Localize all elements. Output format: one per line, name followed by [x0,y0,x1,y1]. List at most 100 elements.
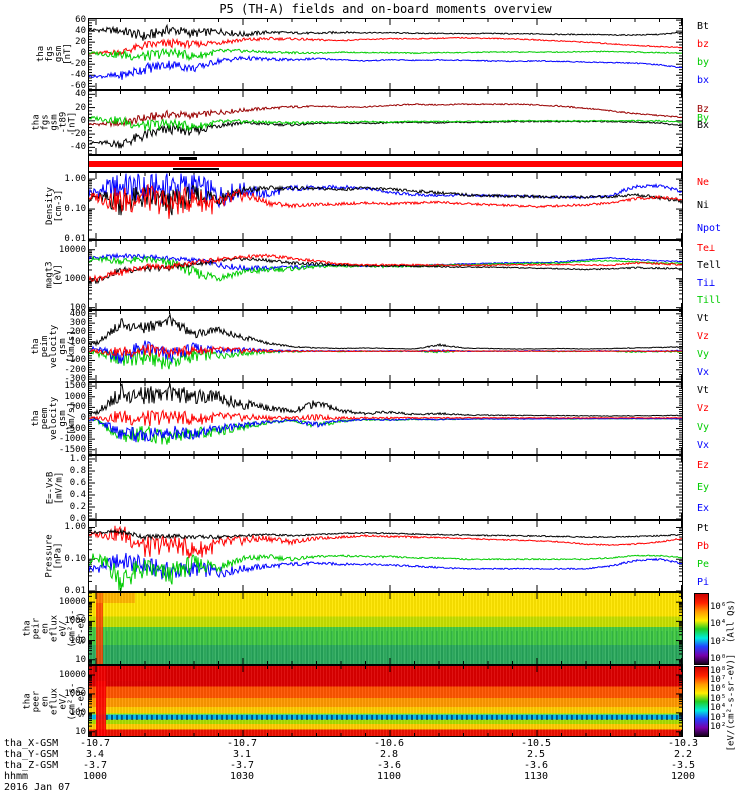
y-tick-label: 1.00 [64,174,86,185]
axis-row-value: 3.1 [232,749,252,760]
axis-row-value: -10.6 [373,738,405,749]
legend-Ne: Ne [697,177,710,189]
legend-bx: bx [697,75,710,86]
axis-row-value: 3.4 [85,749,105,760]
y-tick-label: 500 [69,402,86,413]
y-tick-label: -40 [69,142,86,153]
panel-peim-velocity [88,310,683,382]
axis-row-value: 2.5 [526,749,546,760]
y-tick-label: -20 [69,59,86,70]
y-tick-label: 40 [75,89,86,100]
heatmap-texture [89,593,682,664]
y-tick-label: 10000 [58,597,86,608]
y-tick-label: 20 [75,37,86,48]
axis-row-value: -3.7 [229,760,255,771]
axis-row-value: 1130 [523,771,549,782]
y-tick-label: 60 [75,15,86,26]
y-tick-label: 1000 [64,391,86,402]
panel-plot-magt3 [89,241,682,309]
panel-density [88,172,683,240]
panel-plot-peir-eflux [89,593,682,664]
axis-row-value: -10.7 [226,738,258,749]
axis-row-label-tha_Y-GSM: tha_Y-GSM [4,749,59,760]
y-tick-label: -20 [69,129,86,140]
y-tick-label: 0.4 [69,490,86,500]
y-tick-label: 1000 [64,616,86,627]
y-tick-label: -500 [64,423,86,434]
panel-plot-fgs-gsm-t89 [89,91,682,154]
legend-Pi: Pi [697,577,710,588]
flag-mark [179,157,197,160]
heatmap-overlay [106,715,684,720]
legend-Vx: Vx [697,439,710,451]
axis-row-value: -10.5 [520,738,552,749]
legend-Ez: Ez [697,459,710,471]
y-tick-label: 40 [75,26,86,37]
axis-row-label-tha_Z-GSM: tha_Z-GSM [4,760,59,771]
axis-row-label-hhmm: hhmm [4,771,29,782]
axis-row-value: 1200 [670,771,696,782]
axis-row-label-tha_X-GSM: tha_X-GSM [4,738,59,749]
axis-row-value: 2.2 [673,749,693,760]
panel-moment-flags [88,155,683,172]
y-tick-label: 400 [69,308,86,319]
colorbar-tick-label: 10⁶ [710,601,727,612]
flag-mark [173,168,219,170]
legend-Vt: Vt [697,313,710,324]
y-tick-label: 300 [69,318,86,329]
axis-row-value: -3.5 [670,760,696,771]
legend-Te⊥: Te⊥ [697,242,716,254]
panel-fgs-gsm [88,18,683,90]
y-tick-label: -40 [69,70,86,81]
legend-bz: bz [697,39,710,50]
axis-row-value: 1100 [376,771,402,782]
y-tick-label: 10000 [58,244,86,255]
y-tick-label: 10000 [58,670,86,681]
y-tick-label: 1500 [64,381,86,392]
y-tick-label: 0 [80,412,86,423]
y-tick-label: 100 [69,635,86,646]
colorbar-tick-label: 10⁴ [710,703,727,714]
legend-Till: Till [697,295,722,307]
heatmap-texture [89,666,682,736]
y-tick-label: 200 [69,327,86,338]
y-tick-label: 0.10 [64,204,86,215]
legend-Ex: Ex [697,503,710,515]
y-tick-label: 1000 [64,688,86,699]
colorbar-tick-label: 10² [710,636,727,647]
y-tick-label: 1.0 [69,454,86,464]
legend-Vz: Vz [697,331,710,342]
legend-Pt: Pt [697,523,710,534]
legend-Pb: Pb [697,541,710,552]
panel-plot-efield [89,456,682,519]
panel-plot-peer-eflux [89,666,682,736]
y-tick-label: 100 [69,302,86,313]
legend-Pe: Pe [697,559,710,570]
y-tick-label: 0 [80,48,86,59]
y-tick-label: 0 [80,115,86,126]
axis-row-value: 1030 [229,771,255,782]
panel-peer-eflux [88,665,684,737]
legend-Vt: Vt [697,385,710,397]
legend-Vx: Vx [697,367,710,378]
legend-Tell: Tell [697,260,722,272]
legend-Bz: Bz [697,103,710,115]
flag-bar [89,161,682,167]
heatmap-overlay [96,593,135,603]
y-tick-label: -60 [69,81,86,92]
colorbar-tick-label: 10⁷ [710,675,727,686]
axis-row-value: -10.7 [79,738,111,749]
colorbar-tick-label: 10⁰ [710,654,727,665]
legend-by: by [697,57,710,68]
axis-row-value: -3.6 [376,760,402,771]
y-tick-label: 10 [75,726,86,737]
y-tick-label: 0.0 [69,514,86,524]
y-tick-label: 0.01 [64,586,86,596]
legend-Ti⊥: Ti⊥ [697,277,716,289]
heatmap-overlay [96,593,103,664]
colorbar-tick-label: 10⁶ [710,684,727,695]
y-tick-label: -1000 [58,434,86,445]
axis-row-value: -10.3 [667,738,699,749]
panel-plot-peim-velocity [89,311,682,381]
heatmap-overlay [96,666,106,736]
